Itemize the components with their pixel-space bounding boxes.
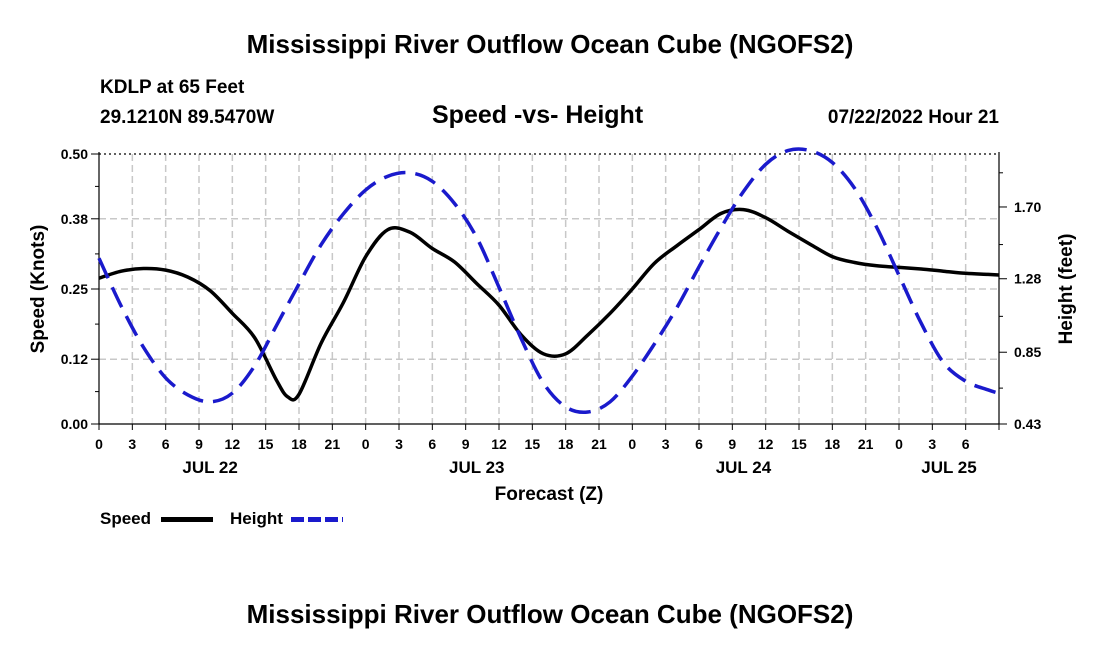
y-tick-label: 0.50 <box>61 146 88 162</box>
x-tick-label: 0 <box>628 436 636 452</box>
x-tick-label: 0 <box>362 436 370 452</box>
x-tick-label: 9 <box>462 436 470 452</box>
x-tick-label: 3 <box>395 436 403 452</box>
y-tick-label: 0.38 <box>61 211 88 227</box>
station-label: KDLP at 65 Feet <box>100 77 245 98</box>
y2-tick-label: 1.70 <box>1014 199 1041 215</box>
x-tick-label: 18 <box>291 436 307 452</box>
x-date-label: JUL 24 <box>716 458 772 477</box>
x-tick-label: 9 <box>195 436 203 452</box>
x-tick-label: 6 <box>428 436 436 452</box>
x-tick-label: 3 <box>128 436 136 452</box>
legend-speed-swatch <box>161 517 213 522</box>
x-tick-label: 15 <box>791 436 807 452</box>
x-axis-title: Forecast (Z) <box>495 484 604 505</box>
legend-speed-label: Speed <box>100 509 152 528</box>
y-tick-label: 0.00 <box>61 416 88 432</box>
x-tick-label: 12 <box>491 436 507 452</box>
y2-axis-title: Height (feet) <box>1056 234 1077 345</box>
coordinates-label: 29.1210N 89.5470W <box>100 107 275 128</box>
x-tick-label: 21 <box>858 436 874 452</box>
footer-title: Mississippi River Outflow Ocean Cube (NG… <box>246 599 854 629</box>
x-tick-label: 3 <box>928 436 936 452</box>
x-tick-label: 3 <box>662 436 670 452</box>
x-tick-label: 6 <box>695 436 703 452</box>
x-tick-label: 15 <box>525 436 541 452</box>
x-tick-label: 18 <box>825 436 841 452</box>
page-title: Mississippi River Outflow Ocean Cube (NG… <box>246 29 854 59</box>
x-tick-label: 9 <box>728 436 736 452</box>
x-tick-label: 21 <box>325 436 341 452</box>
y-axis-title: Speed (Knots) <box>28 225 49 354</box>
speed-series-line <box>98 207 1000 402</box>
y-tick-label: 0.12 <box>61 351 88 367</box>
x-tick-label: 18 <box>558 436 574 452</box>
speed-height-chart: 0.00 0.12 0.25 0.38 0.50 0.43 0.85 1.28 1.70 0 3 6 9… <box>28 146 1077 505</box>
x-tick-label: 0 <box>95 436 103 452</box>
y2-tick-label: 0.43 <box>1014 416 1041 432</box>
x-tick-label: 15 <box>258 436 274 452</box>
chart-subtitle: Speed -vs- Height <box>432 101 644 129</box>
x-tick-label: 6 <box>162 436 170 452</box>
x-tick-label: 21 <box>591 436 607 452</box>
x-tick-label: 6 <box>962 436 970 452</box>
x-tick-label: 0 <box>895 436 903 452</box>
y2-tick-label: 1.28 <box>1014 271 1041 287</box>
x-date-label: JUL 22 <box>182 458 237 477</box>
height-series-line <box>97 147 1000 415</box>
y2-tick-label: 0.85 <box>1014 344 1041 360</box>
date-hour-label: 07/22/2022 Hour 21 <box>827 107 999 128</box>
x-tick-label: 12 <box>225 436 241 452</box>
legend-height-label: Height <box>230 509 283 528</box>
y-tick-label: 0.25 <box>61 281 88 297</box>
x-date-label: JUL 25 <box>921 458 976 477</box>
x-tick-label: 12 <box>758 436 774 452</box>
legend-height-swatch <box>291 517 343 522</box>
x-date-label: JUL 23 <box>449 458 504 477</box>
